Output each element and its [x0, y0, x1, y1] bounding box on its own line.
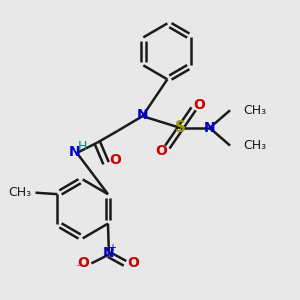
Text: O: O [110, 153, 121, 167]
Text: N: N [69, 146, 80, 159]
Text: O: O [156, 144, 167, 158]
Text: S: S [175, 120, 186, 135]
Text: O: O [77, 256, 89, 270]
Text: +: + [108, 243, 116, 253]
Text: O: O [127, 256, 139, 270]
Text: N: N [137, 108, 148, 122]
Text: CH₃: CH₃ [243, 139, 266, 152]
Text: N: N [103, 246, 115, 260]
Text: CH₃: CH₃ [243, 104, 266, 117]
Text: O: O [194, 98, 206, 112]
Text: CH₃: CH₃ [8, 186, 31, 199]
Text: ⁻: ⁻ [75, 262, 82, 275]
Text: H: H [77, 140, 87, 153]
Text: N: N [204, 121, 215, 135]
